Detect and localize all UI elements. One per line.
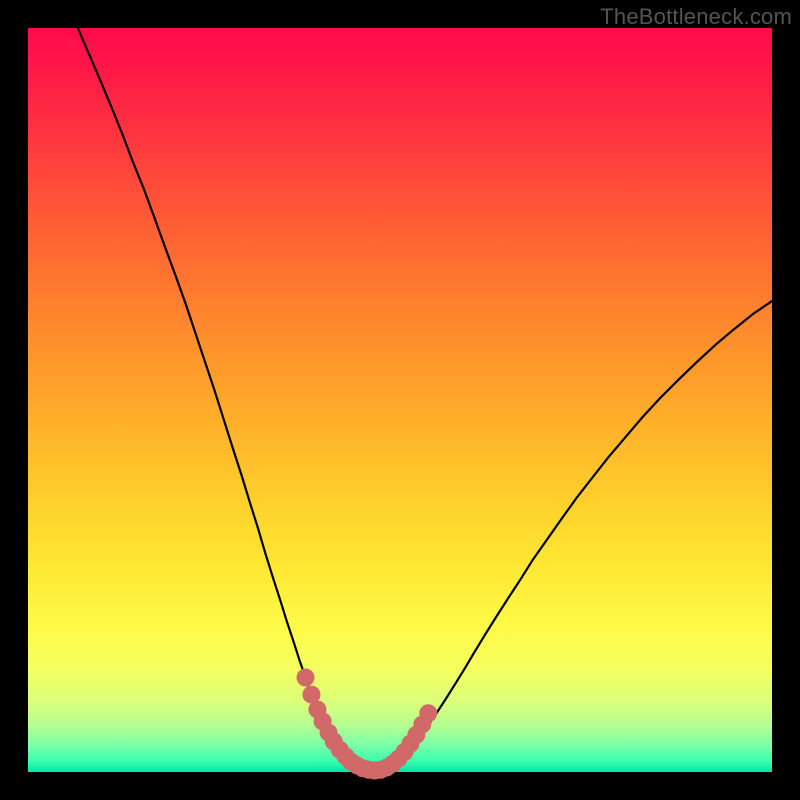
chart-svg [0,0,800,800]
marker-dot [297,669,315,687]
watermark-text: TheBottleneck.com [600,4,792,30]
marker-dot [419,704,437,722]
chart-stage: TheBottleneck.com [0,0,800,800]
plot-background [28,28,772,772]
